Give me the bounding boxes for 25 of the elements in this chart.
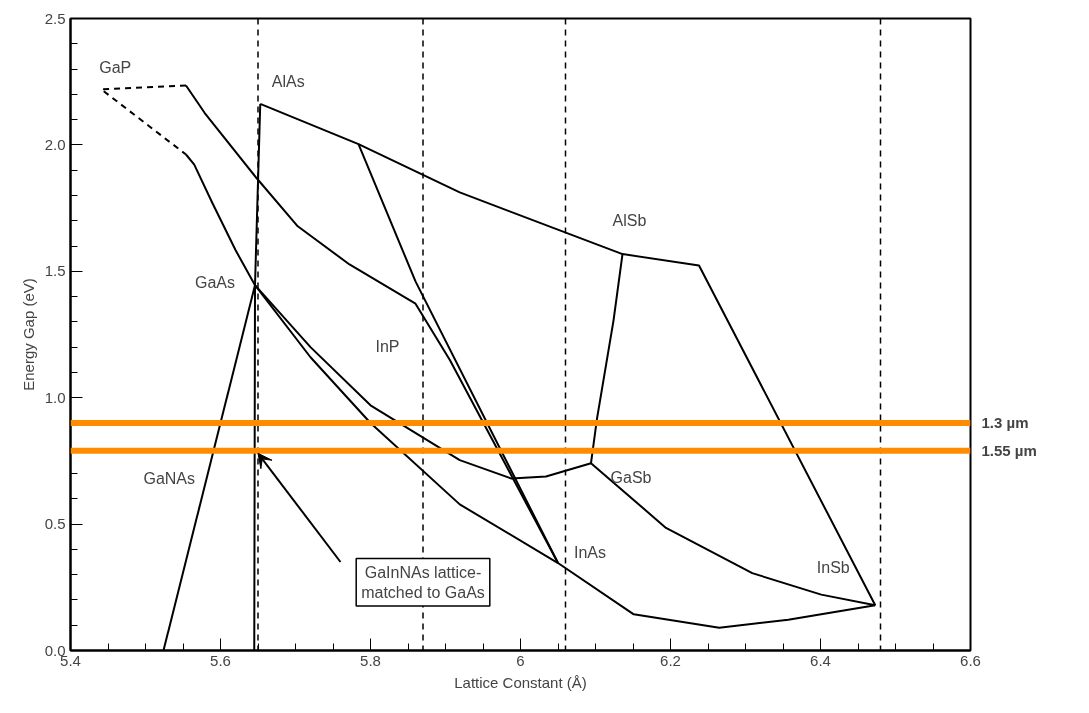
x-axis-title: Lattice Constant (Å) xyxy=(454,673,587,691)
annotation: GaAs xyxy=(194,273,236,291)
annotation: GaSb xyxy=(610,468,652,486)
x-tick-label: 5.6 xyxy=(210,651,231,669)
ref-line-label: 1.3 µm xyxy=(981,414,1029,432)
y-tick-label: 2.5 xyxy=(44,9,66,27)
x-tick-label: 5.8 xyxy=(360,651,381,669)
annotation: InP xyxy=(375,338,400,356)
y-axis-title: Energy Gap (eV) xyxy=(19,278,37,391)
x-tick-label: 6.6 xyxy=(960,651,981,669)
y-tick-label: 0.5 xyxy=(44,515,66,533)
annotation: InSb xyxy=(816,558,850,576)
annotation: AlSb xyxy=(612,211,647,229)
annotation: InAs xyxy=(573,543,607,561)
y-tick-label: 2.0 xyxy=(44,135,66,153)
annotation: AlAs xyxy=(271,73,305,91)
ref-line-label: 1.55 µm xyxy=(981,442,1037,460)
annotation: GaNAs xyxy=(143,469,196,487)
y-tick-label: 1.5 xyxy=(44,262,66,280)
annotation: GaP xyxy=(99,58,132,76)
x-tick-label: 6.4 xyxy=(810,651,831,669)
x-tick-label: 6 xyxy=(516,651,525,669)
x-tick-label: 6.2 xyxy=(660,651,681,669)
annotation: GaInNAs lattice- matched to GaAs xyxy=(361,563,485,601)
y-tick-label: 1.0 xyxy=(44,388,66,406)
